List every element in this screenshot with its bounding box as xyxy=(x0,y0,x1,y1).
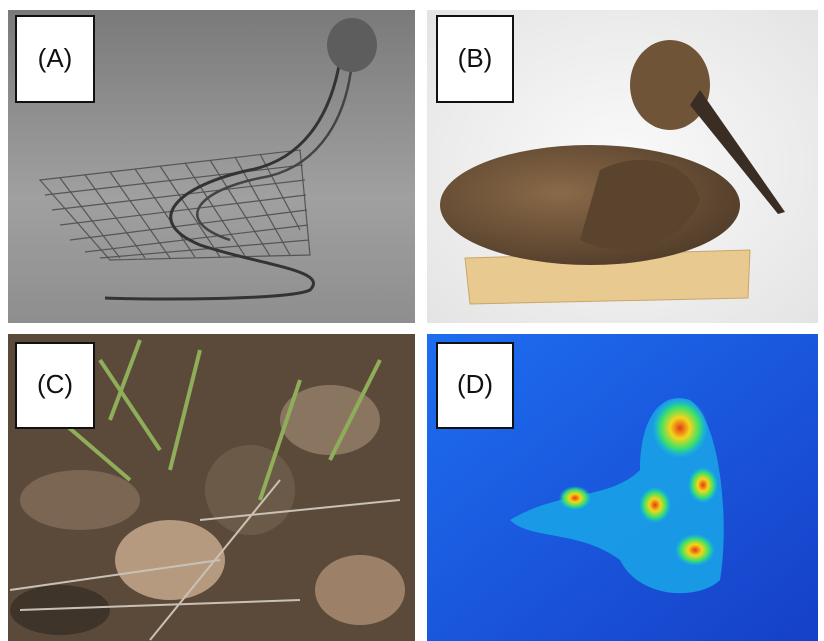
hot-spot xyxy=(559,486,591,510)
bird-head xyxy=(630,40,710,130)
panel-label: (D) xyxy=(457,369,493,399)
hot-spot xyxy=(675,534,715,566)
panel-label: (C) xyxy=(37,369,73,399)
panel-a: (A) xyxy=(8,10,415,323)
panel-label: (B) xyxy=(458,43,493,73)
panel-label: (A) xyxy=(38,43,73,73)
panel-d: (D) xyxy=(427,334,818,641)
decoy-head xyxy=(327,18,377,72)
panel-b: (B) xyxy=(427,10,818,323)
hot-spot xyxy=(688,467,718,503)
hot-spot xyxy=(639,487,671,523)
panel-c: (C) xyxy=(8,334,415,641)
hot-spot xyxy=(652,398,708,458)
figure: (A) (B) (C) xyxy=(0,0,824,641)
